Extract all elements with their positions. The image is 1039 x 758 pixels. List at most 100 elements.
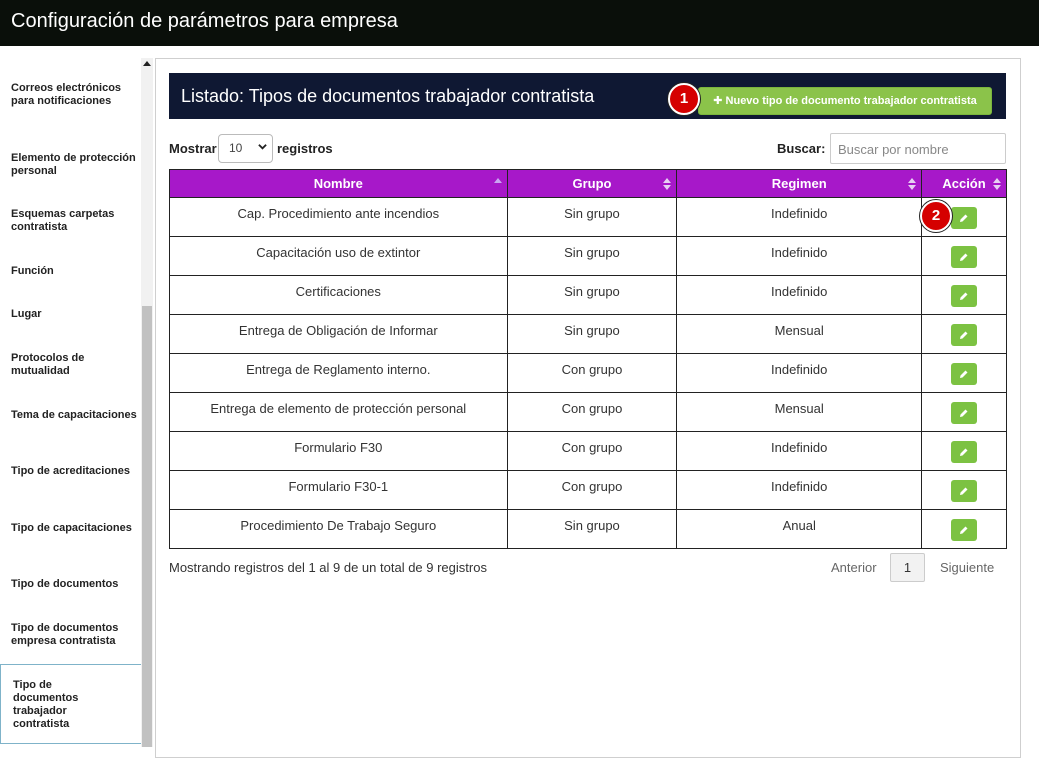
table-row: Entrega de Reglamento interno. Con grupo…: [169, 353, 1007, 393]
cell-nombre: Entrega de Obligación de Informar: [169, 314, 508, 354]
sidebar-item-epp[interactable]: Elemento de protección personal: [11, 152, 136, 177]
edit-button[interactable]: [951, 441, 978, 463]
sidebar-item-esquemas[interactable]: Esquemas carpetas contratista: [11, 208, 115, 233]
page-length-select[interactable]: 10: [218, 134, 273, 163]
edit-button[interactable]: [951, 285, 978, 307]
cell-accion: [921, 509, 1007, 549]
new-button-label: Nuevo tipo de documento trabajador contr…: [725, 95, 977, 107]
sidebar: Correos electrónicos para notificaciones…: [0, 58, 141, 747]
table-info: Mostrando registros del 1 al 9 de un tot…: [169, 560, 487, 575]
sidebar-item-documentos[interactable]: Tipo de documentos: [11, 578, 119, 590]
pagination-previous[interactable]: Anterior: [831, 560, 877, 575]
annotation-marker-2: 2: [920, 200, 952, 232]
show-label: Mostrar: [169, 141, 217, 156]
edit-button[interactable]: [951, 402, 978, 424]
cell-nombre: Entrega de elemento de protección person…: [169, 392, 508, 432]
edit-button[interactable]: [951, 246, 978, 268]
new-document-type-button[interactable]: ✚ Nuevo tipo de documento trabajador con…: [698, 87, 992, 115]
scroll-up-arrow-icon[interactable]: [143, 61, 151, 66]
cell-nombre: Cap. Procedimiento ante incendios: [169, 197, 508, 237]
page-length-value: 10: [229, 141, 243, 155]
scrollbar-thumb[interactable]: [142, 306, 152, 747]
table-row: Certificaciones Sin grupo Indefinido: [169, 275, 1007, 315]
column-header-accion[interactable]: Acción: [921, 169, 1007, 198]
cell-accion: [921, 431, 1007, 471]
sidebar-item-correos[interactable]: Correos electrónicos para notificaciones: [11, 82, 122, 107]
cell-regimen: Indefinido: [676, 275, 923, 315]
panel-title: Listado: Tipos de documentos trabajador …: [181, 86, 595, 106]
cell-regimen: Mensual: [676, 314, 923, 354]
table-header-row: Nombre Grupo Regimen Acción: [169, 169, 1007, 198]
pencil-icon: [960, 292, 968, 300]
edit-button[interactable]: [951, 363, 978, 385]
page-title: Configuración de parámetros para empresa: [11, 10, 398, 32]
cell-accion: [921, 275, 1007, 315]
cell-grupo: Con grupo: [506, 470, 678, 510]
sidebar-item-documentos-empresa[interactable]: Tipo de documentos empresa contratista: [11, 622, 119, 647]
panel-header: Listado: Tipos de documentos trabajador …: [169, 73, 1006, 119]
edit-button[interactable]: [951, 519, 978, 541]
plus-icon: ✚: [713, 95, 726, 107]
table-row: Formulario F30 Con grupo Indefinido: [169, 431, 1007, 471]
pagination-next[interactable]: Siguiente: [940, 560, 995, 575]
column-header-regimen[interactable]: Regimen: [676, 169, 923, 198]
sidebar-item-documentos-trabajador[interactable]: Tipo de documentos trabajador contratist…: [0, 664, 141, 744]
column-label: Nombre: [313, 176, 363, 191]
cell-grupo: Sin grupo: [506, 314, 678, 354]
table-row: Procedimiento De Trabajo Seguro Sin grup…: [169, 509, 1007, 549]
sidebar-item-funcion[interactable]: Función: [11, 265, 54, 277]
cell-grupo: Sin grupo: [506, 509, 678, 549]
cell-grupo: Sin grupo: [506, 236, 678, 276]
cell-grupo: Sin grupo: [506, 275, 678, 315]
pencil-icon: [960, 331, 968, 339]
sidebar-item-capacitaciones[interactable]: Tipo de capacitaciones: [11, 522, 132, 534]
pagination-page-1[interactable]: 1: [890, 553, 925, 582]
cell-regimen: Mensual: [676, 392, 923, 432]
sort-arrows-icon: [908, 178, 917, 190]
pencil-icon: [960, 214, 968, 222]
cell-regimen: Indefinido: [676, 197, 923, 237]
sidebar-item-acreditaciones[interactable]: Tipo de acreditaciones: [11, 465, 131, 477]
pencil-icon: [960, 526, 968, 534]
pencil-icon: [960, 487, 968, 495]
edit-button[interactable]: [951, 324, 978, 346]
table-row: Entrega de Obligación de Informar Sin gr…: [169, 314, 1007, 354]
sort-asc-icon: [493, 178, 502, 183]
sort-arrows-icon: [993, 178, 1001, 190]
pencil-icon: [960, 253, 968, 261]
cell-regimen: Indefinido: [676, 353, 923, 393]
pencil-icon: [960, 448, 968, 456]
cell-accion: [921, 236, 1007, 276]
cell-nombre: Procedimiento De Trabajo Seguro: [169, 509, 508, 549]
records-label: registros: [277, 141, 333, 156]
column-header-nombre[interactable]: Nombre: [169, 169, 508, 198]
sidebar-scrollbar[interactable]: [141, 58, 153, 747]
column-header-grupo[interactable]: Grupo: [506, 169, 678, 198]
cell-accion: [921, 470, 1007, 510]
edit-button[interactable]: [951, 207, 978, 229]
sidebar-item-protocolos[interactable]: Protocolos de mutualidad: [11, 352, 85, 377]
cell-regimen: Indefinido: [676, 431, 923, 471]
cell-nombre: Capacitación uso de extintor: [169, 236, 508, 276]
sidebar-item-tema[interactable]: Tema de capacitaciones: [11, 409, 137, 421]
cell-grupo: Con grupo: [506, 392, 678, 432]
table-row: Formulario F30-1 Con grupo Indefinido: [169, 470, 1007, 510]
column-label: Regimen: [771, 176, 827, 191]
cell-regimen: Indefinido: [676, 470, 923, 510]
cell-grupo: Con grupo: [506, 353, 678, 393]
cell-grupo: Con grupo: [506, 431, 678, 471]
app-header: Configuración de parámetros para empresa: [0, 0, 1039, 46]
cell-accion: [921, 353, 1007, 393]
cell-accion: [921, 392, 1007, 432]
cell-regimen: Indefinido: [676, 236, 923, 276]
table-row: Capacitación uso de extintor Sin grupo I…: [169, 236, 1007, 276]
cell-accion: [921, 314, 1007, 354]
search-input[interactable]: Buscar por nombre: [830, 133, 1006, 164]
search-label: Buscar:: [777, 141, 826, 156]
cell-nombre: Formulario F30-1: [169, 470, 508, 510]
edit-button[interactable]: [951, 480, 978, 502]
data-table: Nombre Grupo Regimen Acción Cap. Procedi…: [169, 169, 1007, 549]
sidebar-item-lugar[interactable]: Lugar: [11, 308, 42, 320]
cell-regimen: Anual: [676, 509, 923, 549]
pencil-icon: [960, 409, 968, 417]
